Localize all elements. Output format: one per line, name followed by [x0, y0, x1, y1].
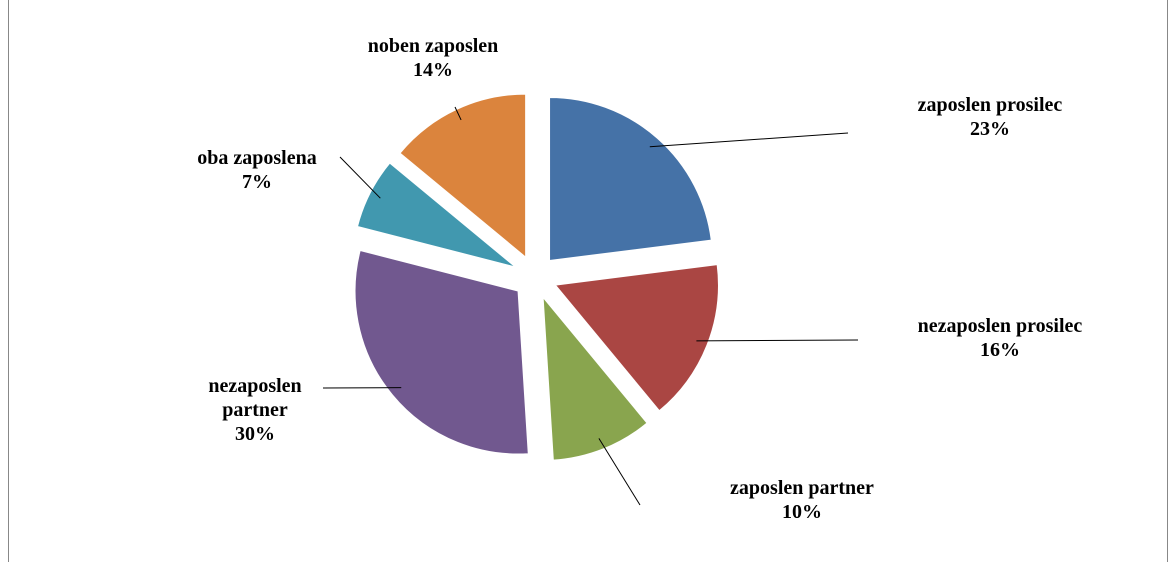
leader-line	[696, 339, 859, 342]
pie-slice	[549, 96, 712, 262]
slice-label: zaposlen partner 10%	[672, 476, 932, 524]
category-label: noben zaposlen	[367, 35, 499, 57]
leader-line	[649, 132, 849, 148]
pie-slice	[354, 249, 529, 455]
slice-label: zaposlen prosilec 23%	[860, 93, 1120, 141]
category-label: zaposlen partner	[730, 477, 874, 499]
pie-slice	[356, 162, 516, 268]
value-label: 10%	[782, 501, 822, 523]
value-label: 23%	[970, 118, 1010, 140]
category-label: nezaposlen partner	[208, 375, 302, 421]
category-label: zaposlen prosilec	[917, 94, 1063, 116]
pie-slice	[542, 295, 648, 461]
slice-label: noben zaposlen 14%	[318, 34, 548, 82]
leader-line	[598, 438, 641, 506]
leader-line	[454, 106, 462, 121]
slice-label: nezaposlen prosilec 16%	[855, 314, 1145, 362]
value-label: 7%	[242, 171, 272, 193]
slice-label: nezaposlen partner 30%	[185, 374, 325, 446]
value-label: 30%	[235, 423, 275, 445]
value-label: 14%	[413, 59, 453, 81]
category-label: nezaposlen prosilec	[917, 315, 1083, 337]
leader-line	[339, 156, 381, 199]
pie-slice	[554, 264, 719, 412]
chart-frame	[8, 0, 1168, 562]
category-label: oba zaposlena	[197, 147, 317, 169]
value-label: 16%	[980, 339, 1020, 361]
slice-label: oba zaposlena 7%	[157, 146, 357, 194]
